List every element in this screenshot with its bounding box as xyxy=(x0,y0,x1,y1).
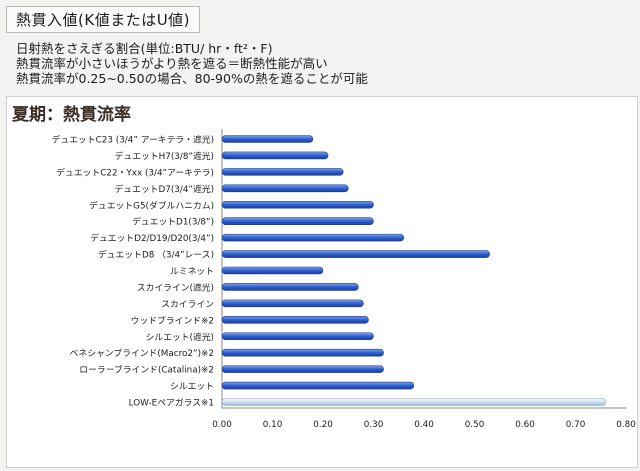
bar-15 xyxy=(221,381,415,390)
bar-10 xyxy=(221,299,364,308)
category-label-14: ローラーブラインド(Catalina)※2 xyxy=(79,364,214,376)
category-label-5: デュエットD1(3/8”) xyxy=(132,216,214,228)
description-line-2: 熱貫流率が小さいほうがより熱を遮る＝断熱性能が高い xyxy=(16,56,328,71)
category-label-8: ルミネット xyxy=(170,266,214,277)
category-label-13: ベネシャンブラインド(Macro2”)※2 xyxy=(70,347,214,359)
bar-6 xyxy=(221,233,405,242)
bar-7 xyxy=(221,250,490,258)
chart-title: 夏期：熱貫流率 xyxy=(12,105,131,125)
description-line-1: 日射熱をさえぎる割合(単位:BTU/ hr・ft²・F) xyxy=(16,41,273,56)
bar-14 xyxy=(221,365,384,373)
category-label-12: シルエット(遮光) xyxy=(146,331,214,343)
bar-0 xyxy=(221,135,314,143)
category-label-3: デュエットD7(3/4”遮光) xyxy=(114,183,214,195)
category-label-2: デュエットC22・Yxx (3/4”アーキテラ) xyxy=(56,166,214,178)
category-label-7: デュエットD8 （3/4”レース) xyxy=(98,249,214,261)
bar-3 xyxy=(221,184,349,193)
x-tick-label-4: 0.40 xyxy=(414,420,434,430)
x-tick-label-5: 0.50 xyxy=(465,420,485,430)
x-tick-label-7: 0.70 xyxy=(566,420,586,430)
x-tick-label-1: 0.10 xyxy=(263,420,283,430)
page-title: 熱貫入値(K値またはU値) xyxy=(6,6,201,33)
x-tick-label-3: 0.30 xyxy=(364,420,384,430)
category-label-6: デュエットD2/D19/D20(3/4”) xyxy=(90,232,214,244)
description-line-3: 熱貫流率が0.25~0.50の場合、80-90%の熱を遮ることが可能 xyxy=(16,71,368,86)
category-label-1: デュエットH7(3/8”遮光) xyxy=(115,150,214,162)
bar-12 xyxy=(221,332,374,341)
bar-5 xyxy=(221,217,374,225)
category-label-15: シルエット xyxy=(170,382,214,392)
category-label-16: LOW-Eペアガラス※1 xyxy=(129,398,214,409)
x-tick-label-6: 0.60 xyxy=(515,420,535,430)
bar-16 xyxy=(221,398,607,406)
bar-9 xyxy=(221,283,359,291)
bar-1 xyxy=(221,151,329,160)
bar-11 xyxy=(221,316,369,324)
category-label-9: スカイライン(遮光) xyxy=(137,281,214,293)
category-label-4: デュエットG5(ダブルハニカム) xyxy=(89,199,214,211)
bar-8 xyxy=(221,266,324,275)
bar-13 xyxy=(221,348,384,357)
category-label-11: ウッドブラインド※2 xyxy=(131,314,214,326)
bar-4 xyxy=(221,200,374,209)
category-label-10: スカイライン xyxy=(161,299,214,310)
x-tick-label-2: 0.20 xyxy=(313,420,333,430)
bar-2 xyxy=(221,168,344,176)
x-tick-label-0: 0.00 xyxy=(212,420,232,430)
category-label-0: デュエットC23 (3/4” アーキテラ・遮光) xyxy=(52,134,214,146)
x-tick-label-8: 0.80 xyxy=(616,420,636,430)
